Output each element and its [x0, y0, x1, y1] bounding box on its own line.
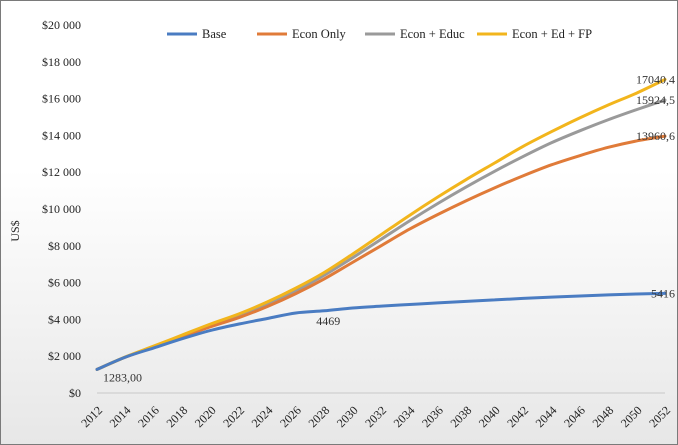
series-line-econ-only	[95, 134, 667, 371]
x-tick-label: 2042	[504, 403, 531, 430]
x-tick-label: 2012	[78, 403, 105, 430]
y-tick-label: $6 000	[48, 276, 81, 290]
data-label: 15924,5	[636, 93, 675, 107]
x-tick-label: 2016	[135, 403, 162, 430]
x-tick-label: 2046	[561, 403, 588, 430]
series-lines	[95, 77, 667, 371]
y-tick-label: $16 000	[42, 92, 81, 106]
y-tick-label: $8 000	[48, 239, 81, 253]
data-label: 1283,00	[103, 370, 142, 384]
legend-label: Econ + Ed + FP	[512, 27, 592, 41]
data-label: 5416	[651, 286, 675, 300]
y-tick-label: $14 000	[42, 128, 81, 142]
x-tick-label: 2032	[362, 403, 389, 430]
x-tick-label: 2040	[476, 403, 503, 430]
x-tick-label: 2036	[419, 403, 446, 430]
y-tick-label: $0	[69, 386, 81, 400]
x-tick-label: 2052	[646, 403, 673, 430]
legend-item-econ-only: Econ Only	[257, 27, 347, 41]
series-line-econ-ed-fp	[95, 77, 667, 371]
legend-item-econ-ed-fp: Econ + Ed + FP	[477, 27, 592, 41]
legend-label: Econ + Educ	[400, 27, 465, 41]
legend-item-base: Base	[167, 27, 227, 41]
data-labels: 1283,00 4469 5416 13960,6 15924,5 17040,4	[103, 72, 675, 384]
y-tick-label: $2 000	[48, 349, 81, 363]
x-tick-label: 2044	[533, 403, 560, 430]
y-axis-ticks: $0 $2 000 $4 000 $6 000 $8 000 $10 000 $12 000…	[42, 18, 81, 400]
x-tick-label: 2022	[220, 403, 247, 430]
y-tick-label: $4 000	[48, 312, 81, 326]
x-tick-label: 2030	[334, 403, 361, 430]
legend-label: Base	[202, 27, 227, 41]
y-tick-label: $12 000	[42, 165, 81, 179]
x-tick-label: 2048	[589, 403, 616, 430]
data-label: 17040,4	[636, 72, 675, 86]
x-tick-label: 2026	[277, 403, 304, 430]
legend-item-econ-educ: Econ + Educ	[365, 27, 465, 41]
legend-label: Econ Only	[292, 27, 347, 41]
data-label: 4469	[316, 314, 340, 328]
x-tick-label: 2038	[447, 403, 474, 430]
x-axis-ticks: 2012 2014 2016 2018 2020 2022 2024 2026 2028 2030…	[78, 403, 673, 430]
y-tick-label: $20 000	[42, 18, 81, 32]
x-tick-label: 2018	[163, 403, 190, 430]
y-axis-title: US$	[8, 220, 22, 241]
x-tick-label: 2020	[192, 403, 219, 430]
data-label: 13960,6	[636, 129, 675, 143]
legend: Base Econ Only Econ + Educ Econ + Ed + FP	[167, 27, 592, 41]
x-tick-label: 2024	[249, 403, 276, 430]
x-tick-label: 2028	[305, 403, 332, 430]
y-tick-label: $10 000	[42, 202, 81, 216]
x-tick-label: 2034	[391, 403, 418, 430]
y-tick-label: $18 000	[42, 55, 81, 69]
x-tick-label: 2014	[107, 403, 134, 430]
series-line-base	[95, 291, 667, 371]
x-tick-label: 2050	[618, 403, 645, 430]
